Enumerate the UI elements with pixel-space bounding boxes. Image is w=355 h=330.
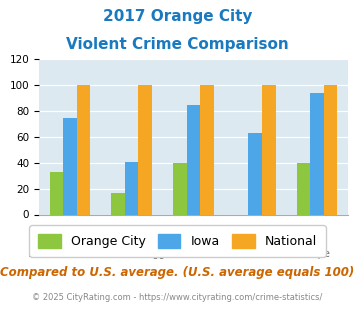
Bar (50, 172, 63, 214)
Bar (125, 161, 138, 214)
Bar (111, 192, 125, 214)
Legend: Orange City, Iowa, National: Orange City, Iowa, National (29, 225, 326, 257)
Bar (187, 105, 200, 214)
Text: Compared to U.S. average. (U.S. average equals 100): Compared to U.S. average. (U.S. average … (0, 266, 355, 279)
Bar (262, 85, 275, 214)
Bar (297, 163, 310, 214)
Bar (63, 117, 77, 214)
Bar (77, 85, 90, 214)
Bar (324, 85, 337, 214)
Bar (138, 85, 152, 214)
Bar (200, 85, 214, 214)
Text: 2017 Orange City: 2017 Orange City (103, 9, 252, 24)
Bar (173, 163, 187, 214)
Text: © 2025 CityRating.com - https://www.cityrating.com/crime-statistics/: © 2025 CityRating.com - https://www.city… (32, 293, 323, 302)
Bar (310, 93, 324, 214)
Bar (248, 133, 262, 214)
Text: Violent Crime Comparison: Violent Crime Comparison (66, 37, 289, 52)
Text: Rape: Rape (305, 248, 329, 259)
Text: Murder & Mans...: Murder & Mans... (213, 230, 297, 240)
Text: Robbery: Robbery (111, 230, 152, 240)
Text: All Violent Crime: All Violent Crime (29, 248, 110, 259)
Text: Aggravated Assault: Aggravated Assault (146, 248, 241, 259)
